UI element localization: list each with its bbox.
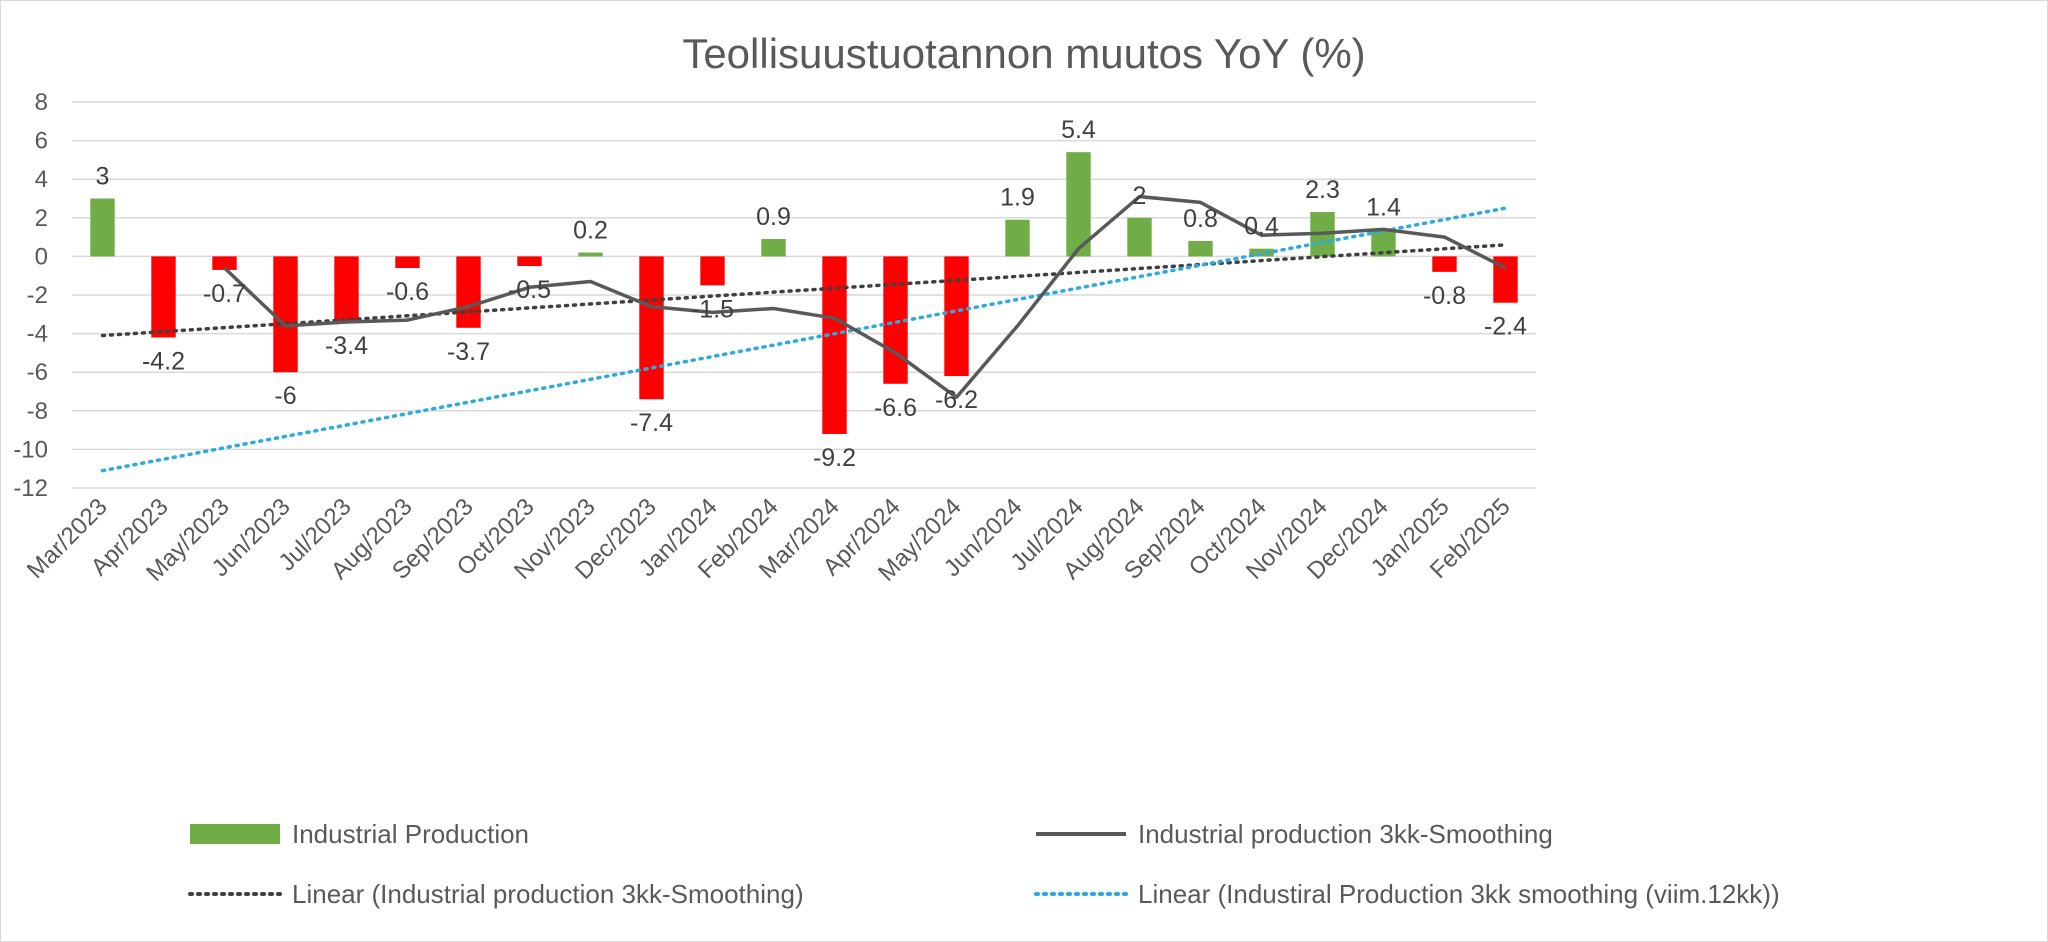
- data-label: -2.4: [1484, 313, 1527, 341]
- bar: [944, 256, 969, 377]
- y-tick-label: -10: [13, 436, 48, 463]
- legend: Industrial Production Industrial producti…: [188, 819, 1780, 909]
- bar: [578, 252, 603, 257]
- data-labels: 3 -4.2 -0.7 -6 -3.4 -0.6 -3.7 -0.5 0.2 -7.4 -1.5 0.…: [96, 116, 1528, 472]
- data-label: -6.2: [935, 386, 978, 414]
- trendline: [100, 243, 1508, 338]
- y-tick-label: 8: [35, 89, 48, 116]
- trendlines: [100, 206, 1508, 473]
- y-tick-label: 2: [35, 205, 48, 232]
- y-tick-label: -6: [27, 359, 48, 386]
- bar: [761, 239, 786, 257]
- y-tick-label: 0: [35, 243, 48, 270]
- y-tick-label: -12: [13, 475, 48, 502]
- data-label: 2: [1133, 182, 1147, 210]
- bar: [1249, 248, 1274, 257]
- trendline: [100, 206, 1508, 473]
- data-label: 2.3: [1305, 176, 1340, 204]
- legend-label: Industrial Production: [292, 819, 529, 849]
- data-label: 0.4: [1244, 213, 1279, 241]
- bar: [1371, 229, 1396, 257]
- bar: [517, 256, 542, 267]
- bar: [700, 256, 725, 286]
- line-series: [223, 194, 1507, 400]
- y-axis: 8 6 4 2 0 -2 -4 -6 -8 -10 -12: [13, 89, 48, 502]
- chart-title: Teollisuustuotannon muutos YoY (%): [682, 30, 1366, 77]
- y-tick-label: -4: [27, 321, 48, 348]
- bar: [1005, 219, 1030, 257]
- data-label: -0.8: [1423, 282, 1466, 310]
- data-label: -4.2: [142, 347, 185, 375]
- data-label: 1.4: [1366, 193, 1401, 221]
- data-label: 5.4: [1061, 116, 1096, 144]
- bar: [151, 256, 176, 338]
- bar: [212, 256, 237, 270]
- data-label: -3.4: [325, 332, 368, 360]
- y-tick-label: -2: [27, 282, 48, 309]
- legend-label: Linear (Industiral Production 3kk smooth…: [1138, 879, 1780, 909]
- gridlines: [72, 101, 1536, 489]
- data-label: -7.4: [630, 409, 673, 437]
- data-label: 3: [96, 163, 110, 191]
- data-label: -0.6: [386, 278, 429, 306]
- data-label: -0.5: [508, 276, 551, 304]
- data-label: -1.5: [691, 295, 734, 323]
- bar: [1127, 217, 1152, 257]
- data-label: 0.8: [1183, 205, 1218, 233]
- y-tick-label: -8: [27, 398, 48, 425]
- y-tick-label: 4: [35, 166, 48, 193]
- y-tick-label: 6: [35, 128, 48, 155]
- bar: [334, 256, 359, 323]
- data-label: 1.9: [1000, 184, 1035, 212]
- bar: [1432, 256, 1457, 272]
- data-label: -9.2: [813, 444, 856, 472]
- bar: [90, 198, 115, 257]
- bar: [273, 256, 298, 373]
- data-label: 0.9: [756, 203, 791, 231]
- data-label: -6.6: [874, 394, 917, 422]
- legend-label: Linear (Industrial production 3kk-Smooth…: [292, 879, 804, 909]
- data-label: -0.7: [203, 280, 246, 308]
- x-axis: Mar/2023Apr/2023May/2023Jun/2023Jul/2023…: [22, 493, 1516, 587]
- smoothing-line: [223, 194, 1507, 400]
- data-label: -6: [274, 382, 296, 410]
- legend-swatch-bar: [190, 824, 280, 844]
- bar: [639, 256, 664, 400]
- bar: [822, 256, 847, 434]
- bar: [456, 256, 481, 328]
- bar: [1066, 152, 1091, 257]
- legend-label: Industrial production 3kk-Smoothing: [1138, 819, 1553, 849]
- data-label: -3.7: [447, 338, 490, 366]
- bar-series: [90, 152, 1518, 434]
- bar: [1188, 240, 1213, 257]
- bar: [395, 256, 420, 268]
- data-label: 0.2: [573, 217, 608, 245]
